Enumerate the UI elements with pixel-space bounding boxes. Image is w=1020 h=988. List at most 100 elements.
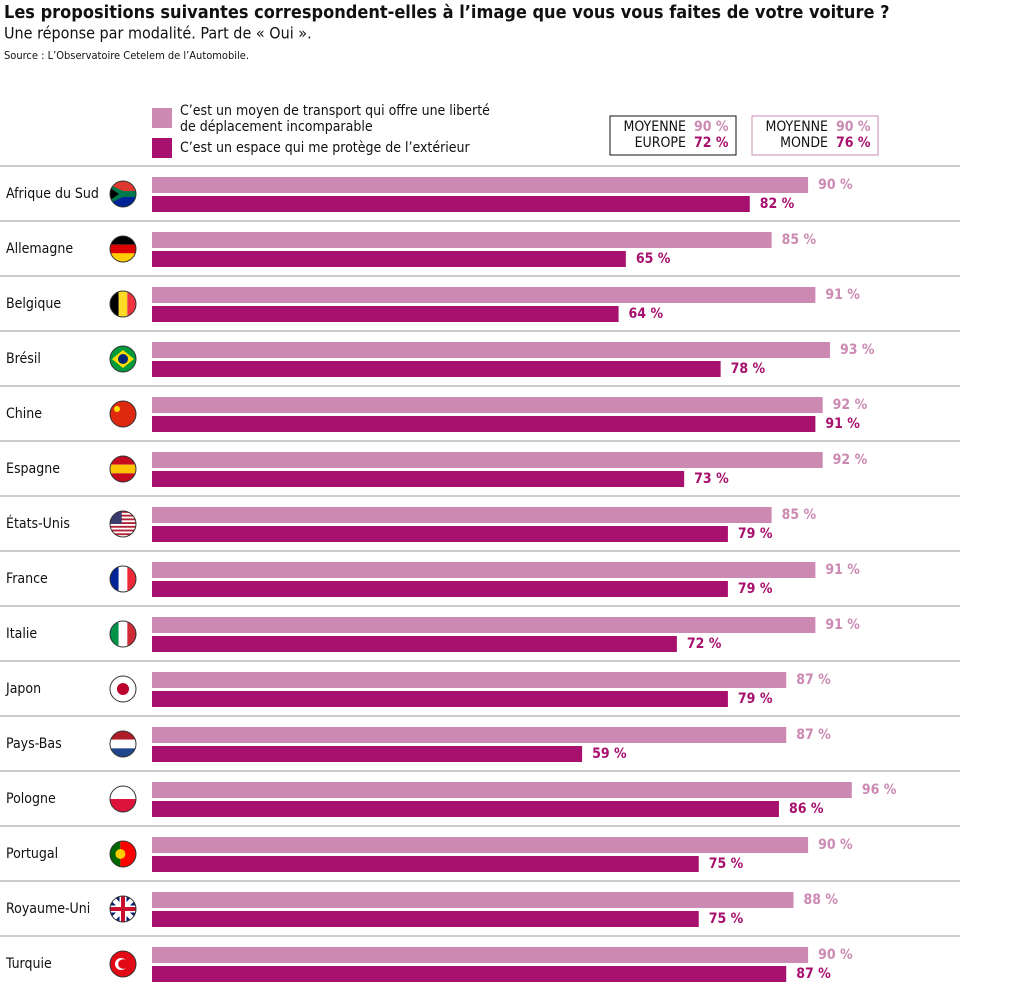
flag-body bbox=[110, 566, 136, 592]
bar bbox=[152, 306, 619, 322]
average-label: MOYENNE bbox=[766, 119, 829, 135]
subtitle: Une réponse par modalité. Part de « Oui … bbox=[4, 24, 312, 43]
flag-border bbox=[109, 620, 137, 648]
bar bbox=[152, 911, 699, 927]
flag bbox=[109, 785, 137, 813]
flag-part bbox=[110, 731, 136, 740]
flag-body bbox=[110, 841, 136, 867]
flag-body bbox=[110, 346, 136, 372]
flag-part bbox=[110, 799, 136, 812]
value-label: 91 % bbox=[825, 617, 860, 633]
average-label: EUROPE bbox=[635, 135, 686, 151]
value-label: 91 % bbox=[825, 287, 860, 303]
flag-part bbox=[110, 511, 122, 524]
flag-body bbox=[110, 676, 136, 702]
flag-border bbox=[109, 840, 137, 868]
value-label: 73 % bbox=[694, 471, 729, 487]
value-label: 65 % bbox=[636, 251, 671, 267]
bar bbox=[152, 177, 809, 193]
legend-swatch bbox=[152, 108, 172, 128]
average-label: MOYENNE bbox=[624, 119, 687, 135]
bar bbox=[152, 196, 750, 212]
flag-part bbox=[114, 406, 120, 412]
flag-part bbox=[110, 456, 136, 465]
flag-part bbox=[110, 748, 136, 757]
bar bbox=[152, 562, 816, 578]
flag-part bbox=[118, 291, 128, 317]
chart-title: Les propositions suivantes correspondent… bbox=[4, 2, 889, 23]
bar bbox=[152, 232, 772, 248]
flag-part bbox=[110, 522, 136, 524]
flag-border bbox=[109, 510, 137, 538]
flag-border bbox=[109, 345, 137, 373]
value-label: 72 % bbox=[687, 636, 722, 652]
flag bbox=[109, 895, 137, 923]
flag-border bbox=[109, 785, 137, 813]
category-label: Pologne bbox=[6, 791, 56, 807]
flag bbox=[109, 400, 137, 428]
bar bbox=[152, 287, 816, 303]
value-label: 91 % bbox=[825, 416, 860, 432]
bar bbox=[152, 947, 809, 963]
flag-part bbox=[110, 841, 121, 867]
flag-part bbox=[110, 236, 136, 245]
bar bbox=[152, 691, 728, 707]
flag-border bbox=[109, 455, 137, 483]
flag-part bbox=[110, 739, 136, 749]
bar bbox=[152, 746, 583, 762]
flag bbox=[109, 675, 137, 703]
flag bbox=[109, 565, 137, 593]
legend-swatch bbox=[152, 138, 172, 158]
value-label: 91 % bbox=[825, 562, 860, 578]
category-label: Japon bbox=[5, 681, 41, 697]
flag-part bbox=[110, 786, 136, 799]
value-label: 90 % bbox=[818, 947, 853, 963]
value-label: 88 % bbox=[804, 892, 839, 908]
flag-part bbox=[110, 533, 136, 536]
bar bbox=[152, 966, 787, 982]
flag bbox=[109, 455, 137, 483]
flag-border bbox=[109, 235, 137, 263]
value-label: 87 % bbox=[796, 727, 831, 743]
bar bbox=[152, 636, 677, 652]
bar bbox=[152, 892, 794, 908]
category-label: Italie bbox=[6, 626, 37, 642]
flag-border bbox=[109, 565, 137, 593]
flag-part bbox=[110, 514, 136, 517]
flag-part bbox=[115, 849, 126, 859]
bar bbox=[152, 837, 809, 853]
flag-part bbox=[110, 529, 136, 532]
value-label: 92 % bbox=[833, 452, 868, 468]
flag bbox=[109, 510, 137, 538]
flag bbox=[109, 620, 137, 648]
flag-part bbox=[118, 566, 128, 592]
bar bbox=[152, 251, 626, 267]
bar bbox=[152, 581, 728, 597]
value-label: 90 % bbox=[818, 177, 853, 193]
bar bbox=[152, 617, 816, 633]
average-box bbox=[751, 115, 879, 156]
bar bbox=[152, 452, 823, 468]
category-label: Brésil bbox=[6, 351, 41, 367]
flag-part bbox=[110, 896, 136, 922]
average-value: 90 % bbox=[836, 119, 871, 135]
bar bbox=[152, 782, 852, 798]
bar bbox=[152, 416, 816, 432]
flag-body bbox=[110, 731, 136, 757]
flag-border bbox=[109, 675, 137, 703]
flag-part bbox=[118, 354, 128, 364]
flag-body bbox=[110, 181, 136, 207]
flag-part bbox=[127, 291, 136, 317]
flag-part bbox=[110, 511, 136, 513]
flag-part bbox=[110, 244, 136, 254]
value-label: 85 % bbox=[782, 507, 817, 523]
flag-body bbox=[110, 896, 136, 922]
flag-body bbox=[110, 621, 136, 647]
flag-border bbox=[109, 950, 137, 978]
value-label: 96 % bbox=[862, 782, 897, 798]
flag-part bbox=[127, 621, 136, 647]
category-label: Espagne bbox=[6, 461, 60, 477]
bar bbox=[152, 672, 787, 688]
flag bbox=[109, 180, 137, 208]
